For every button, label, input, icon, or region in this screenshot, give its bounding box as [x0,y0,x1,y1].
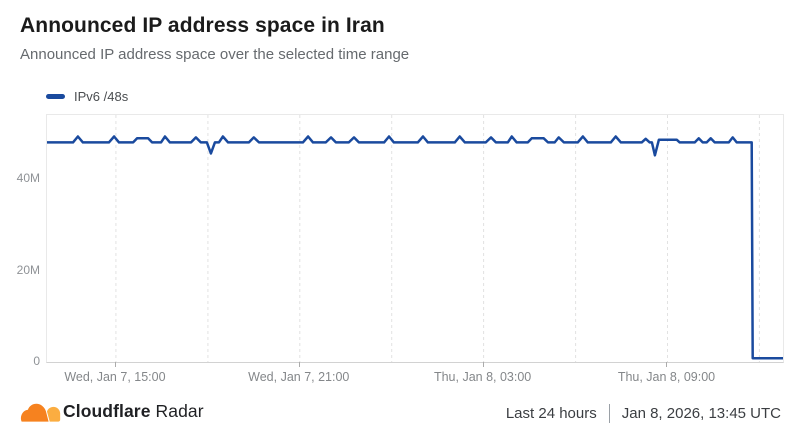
footer-meta: Last 24 hours Jan 8, 2026, 13:45 UTC [506,402,781,424]
y-axis-label: 0 [33,354,40,368]
footer-divider [608,403,610,423]
y-axis-label: 40M [16,171,40,186]
footer-brand[interactable]: Cloudflare Radar [63,401,204,422]
legend: IPv6 /48s [46,88,128,104]
x-axis-tick [482,362,484,367]
page-title: Announced IP address space in Iran [20,14,385,37]
cloudflare-logo-icon[interactable] [18,398,62,426]
brand-radar: Radar [155,401,204,421]
x-axis-label: Wed, Jan 7, 15:00 [64,370,166,384]
ipv6-line-series [47,115,783,362]
brand-cloudflare: Cloudflare [63,401,151,421]
x-axis-tick [298,362,300,367]
legend-label-ipv6[interactable]: IPv6 /48s [74,88,129,104]
y-axis-label: 20M [16,262,40,277]
x-axis-tick [114,362,116,367]
time-range-label: Last 24 hours [505,404,597,422]
x-axis-label: Thu, Jan 8, 03:00 [433,370,532,384]
line-chart-plot-area[interactable] [46,114,784,363]
x-axis-label: Wed, Jan 7, 21:00 [248,370,350,384]
legend-swatch-ipv6[interactable] [46,93,65,99]
x-axis-label: Thu, Jan 8, 09:00 [617,370,716,384]
timestamp-label: Jan 8, 2026, 13:45 UTC [621,404,781,422]
page-subtitle: Announced IP address space over the sele… [20,46,410,63]
x-axis-tick [666,362,668,367]
